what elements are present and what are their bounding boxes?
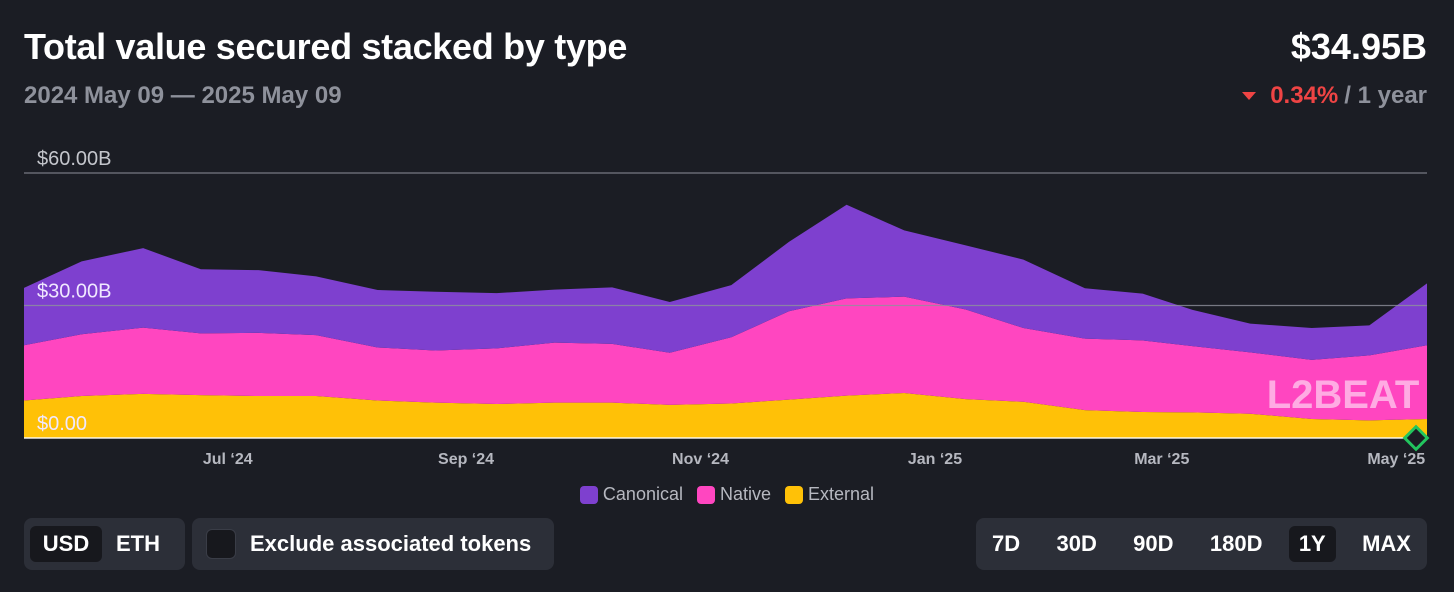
down-triangle-icon <box>1242 92 1257 100</box>
y-axis-labels: $0.00 $30.00B $60.00B <box>37 148 112 435</box>
watermark-text: L2BEAT <box>1267 373 1420 417</box>
area-external <box>24 392 1427 438</box>
change-percent: 0.34% <box>1270 82 1339 109</box>
chart-legend: Canonical Native External <box>0 484 1454 505</box>
range-7d-button[interactable]: 7D <box>992 531 1021 556</box>
area-layer <box>24 204 1427 438</box>
time-range-selector: 7D 30D 90D 180D 1Y MAX <box>976 518 1427 570</box>
range-1y-button[interactable]: 1Y <box>1288 526 1336 562</box>
legend-item-canonical[interactable]: Canonical <box>579 484 683 505</box>
marker-diamond[interactable] <box>1402 424 1430 452</box>
usd-button[interactable]: USD <box>30 526 102 562</box>
range-max-button[interactable]: MAX <box>1362 531 1411 556</box>
x-tick-label: May ‘25 <box>1367 451 1425 468</box>
date-range: 2024 May 09 — 2025 May 09 <box>24 82 342 109</box>
legend-item-native[interactable]: Native <box>696 484 772 505</box>
x-axis-labels: Jul ‘24 Sep ‘24 Nov ‘24 Jan ‘25 Mar ‘25 May ‘… <box>203 451 1425 468</box>
area-native <box>24 296 1427 421</box>
legend-label-external: External <box>808 484 875 504</box>
change-period: / 1 year <box>1344 82 1427 109</box>
eth-button[interactable]: ETH <box>116 531 160 556</box>
legend-item-external[interactable]: External <box>785 484 874 505</box>
exclude-label: Exclude associated tokens <box>250 531 532 556</box>
x-tick-label: Nov ‘24 <box>672 451 729 468</box>
x-tick-label: Sep ‘24 <box>438 451 494 468</box>
change-indicator: 0.34% / 1 year <box>1242 82 1427 110</box>
legend-label-canonical: Canonical <box>602 484 683 504</box>
stacked-area-chart[interactable]: $0.00 $30.00B $60.00B Jul ‘24 Sep ‘24 Nov ‘2… <box>0 140 1454 475</box>
y-tick-label: $30.00B <box>37 281 112 303</box>
range-30d-button[interactable]: 30D <box>1056 531 1097 556</box>
legend-swatch-external <box>785 485 804 504</box>
range-180d-button[interactable]: 180D <box>1209 531 1263 556</box>
x-tick-label: Jan ‘25 <box>908 451 962 468</box>
total-value: $34.95B <box>1290 26 1427 67</box>
legend-label-native: Native <box>719 484 772 504</box>
legend-swatch-native <box>696 485 715 504</box>
current-point-marker[interactable] <box>1402 424 1430 452</box>
currency-toggle: USD ETH <box>24 518 185 570</box>
y-tick-label: $0.00 <box>37 413 87 435</box>
exclude-checkbox[interactable] <box>206 529 236 559</box>
x-tick-label: Jul ‘24 <box>203 451 253 468</box>
y-tick-label: $60.00B <box>37 148 112 170</box>
area-canonical <box>24 204 1427 360</box>
legend-swatch-canonical <box>579 485 598 504</box>
x-tick-label: Mar ‘25 <box>1134 451 1189 468</box>
range-90d-button[interactable]: 90D <box>1133 531 1174 556</box>
grid-layer <box>24 172 1427 439</box>
exclude-associated-tokens-toggle[interactable]: Exclude associated tokens <box>192 518 554 570</box>
l2beat-watermark: L2BEAT <box>1267 373 1420 417</box>
chart-title: Total value secured stacked by type <box>24 26 628 67</box>
